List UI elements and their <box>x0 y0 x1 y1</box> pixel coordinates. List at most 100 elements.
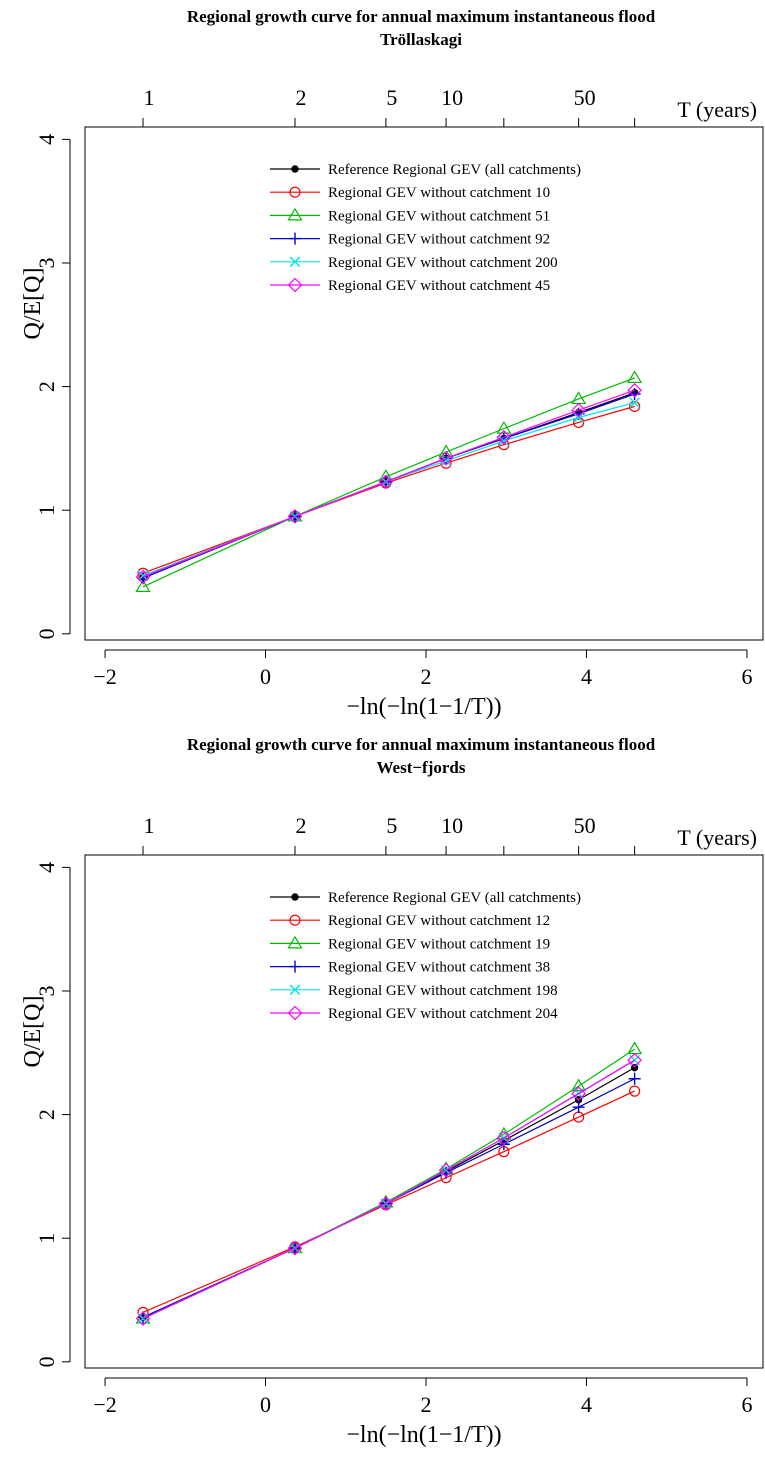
legend-marker <box>291 893 299 901</box>
series-4 <box>137 397 640 582</box>
data-point <box>627 1052 642 1068</box>
data-point <box>287 1240 303 1256</box>
x-axis-label: −ln(−ln(1−1/T)) <box>346 694 501 720</box>
chart-subtitle: Tröllaskagi <box>380 30 462 49</box>
data-point <box>628 388 641 401</box>
top-tick-label: 10 <box>441 813 463 838</box>
legend-marker <box>289 232 301 245</box>
top-tick-label: 5 <box>386 813 397 838</box>
top-axis: 1 2 5 10 50 <box>142 85 636 128</box>
chart-title: Regional growth curve for annual maximum… <box>187 735 656 754</box>
legend-marker <box>287 935 303 949</box>
data-point <box>438 450 454 466</box>
top-tick-label: 10 <box>441 85 463 110</box>
top-tick-label: 1 <box>144 85 155 110</box>
legend-item: Regional GEV without catchment 51 <box>270 207 550 224</box>
data-point <box>629 400 641 412</box>
data-point <box>496 429 512 445</box>
data-point <box>571 1086 586 1101</box>
x-axis: −2 0 2 4 6 <box>93 1377 752 1417</box>
legend-label: Regional GEV without catchment 10 <box>328 185 550 201</box>
series-group <box>135 1041 643 1326</box>
y-tick-label: 3 <box>34 257 59 268</box>
series-group <box>135 370 643 592</box>
y-axis: 0 1 2 3 4 <box>34 862 71 1367</box>
legend-item: Regional GEV without catchment 200 <box>270 255 558 271</box>
legend-label: Regional GEV without catchment 38 <box>328 960 550 976</box>
data-point <box>438 1162 454 1178</box>
legend-item: Regional GEV without catchment 45 <box>270 277 550 294</box>
plot-frame <box>84 854 764 1369</box>
series-line <box>142 1048 635 1320</box>
legend-marker <box>287 1005 303 1021</box>
data-point <box>137 572 150 585</box>
x-tick-label: 0 <box>260 1392 271 1417</box>
x-tick-label: 6 <box>741 1392 752 1417</box>
data-point <box>571 1078 587 1092</box>
data-point <box>572 1101 585 1114</box>
series-2 <box>135 1041 643 1324</box>
series-line <box>142 1078 635 1318</box>
data-point <box>137 570 149 582</box>
series-5 <box>135 382 642 585</box>
legend-item: Regional GEV without catchment 10 <box>270 185 550 201</box>
data-point <box>571 402 586 418</box>
legend-item: Reference Regional GEV (all catchments) <box>270 162 581 178</box>
legend-item: Regional GEV without catchment 198 <box>270 983 558 999</box>
chart-panel-trollaskagi: Regional growth curve for annual maximum… <box>20 7 764 720</box>
legend: Reference Regional GEV (all catchments) R… <box>270 890 581 1022</box>
legend-marker <box>289 960 301 973</box>
x-tick-label: 2 <box>421 1392 432 1417</box>
top-tick-label: 2 <box>295 813 306 838</box>
top-tick-label: 50 <box>574 813 596 838</box>
legend-marker <box>289 256 301 268</box>
data-point <box>498 435 510 447</box>
series-line <box>142 1059 635 1320</box>
legend-label: Regional GEV without catchment 198 <box>328 983 558 999</box>
top-tick-label: 50 <box>574 85 596 110</box>
top-tick-label: 1 <box>144 813 155 838</box>
data-point <box>627 370 643 384</box>
series-line <box>142 1059 635 1320</box>
legend-label: Regional GEV without catchment 204 <box>328 1006 558 1022</box>
y-tick-label: 3 <box>34 985 59 996</box>
legend-label: Regional GEV without catchment 12 <box>328 913 550 929</box>
series-line <box>142 402 635 577</box>
x-tick-label: −2 <box>93 1392 116 1417</box>
legend-marker <box>287 207 303 221</box>
top-tick-label: 5 <box>386 85 397 110</box>
data-point <box>287 509 303 524</box>
data-point <box>135 569 151 585</box>
legend-label: Regional GEV without catchment 19 <box>328 936 550 952</box>
top-tick-label: 2 <box>295 85 306 110</box>
legend-marker <box>289 914 301 926</box>
y-axis: 0 1 2 3 4 <box>34 134 71 639</box>
y-tick-label: 2 <box>34 381 59 392</box>
data-point <box>629 1085 641 1097</box>
y-tick-label: 0 <box>34 1356 59 1367</box>
legend-label: Regional GEV without catchment 51 <box>328 208 550 224</box>
legend-item: Regional GEV without catchment 19 <box>270 935 550 952</box>
y-tick-label: 4 <box>34 134 59 145</box>
legend-label: Regional GEV without catchment 92 <box>328 232 550 248</box>
legend-label: Regional GEV without catchment 200 <box>328 255 558 271</box>
x-tick-label: 4 <box>581 1392 592 1417</box>
legend-label: Regional GEV without catchment 45 <box>328 278 550 294</box>
chart-panel-west-fjords: Regional growth curve for annual maximum… <box>20 735 764 1448</box>
legend-marker <box>289 984 301 996</box>
data-point <box>628 1072 641 1085</box>
legend-item: Regional GEV without catchment 38 <box>270 960 550 976</box>
x-tick-label: −2 <box>93 664 116 689</box>
legend-marker <box>289 186 301 198</box>
chart-subtitle: West−fjords <box>376 758 465 777</box>
top-axis: 1 2 5 10 50 <box>142 813 636 856</box>
legend: Reference Regional GEV (all catchments) R… <box>270 162 581 294</box>
legend-item: Reference Regional GEV (all catchments) <box>270 890 581 906</box>
data-point <box>378 474 394 490</box>
y-axis-label: Q/E[Q] <box>20 996 46 1068</box>
data-point <box>496 1130 512 1146</box>
top-axis-label: T (years) <box>677 825 757 850</box>
x-tick-label: 4 <box>581 664 592 689</box>
y-tick-label: 4 <box>34 862 59 873</box>
legend-item: Regional GEV without catchment 204 <box>270 1005 558 1022</box>
